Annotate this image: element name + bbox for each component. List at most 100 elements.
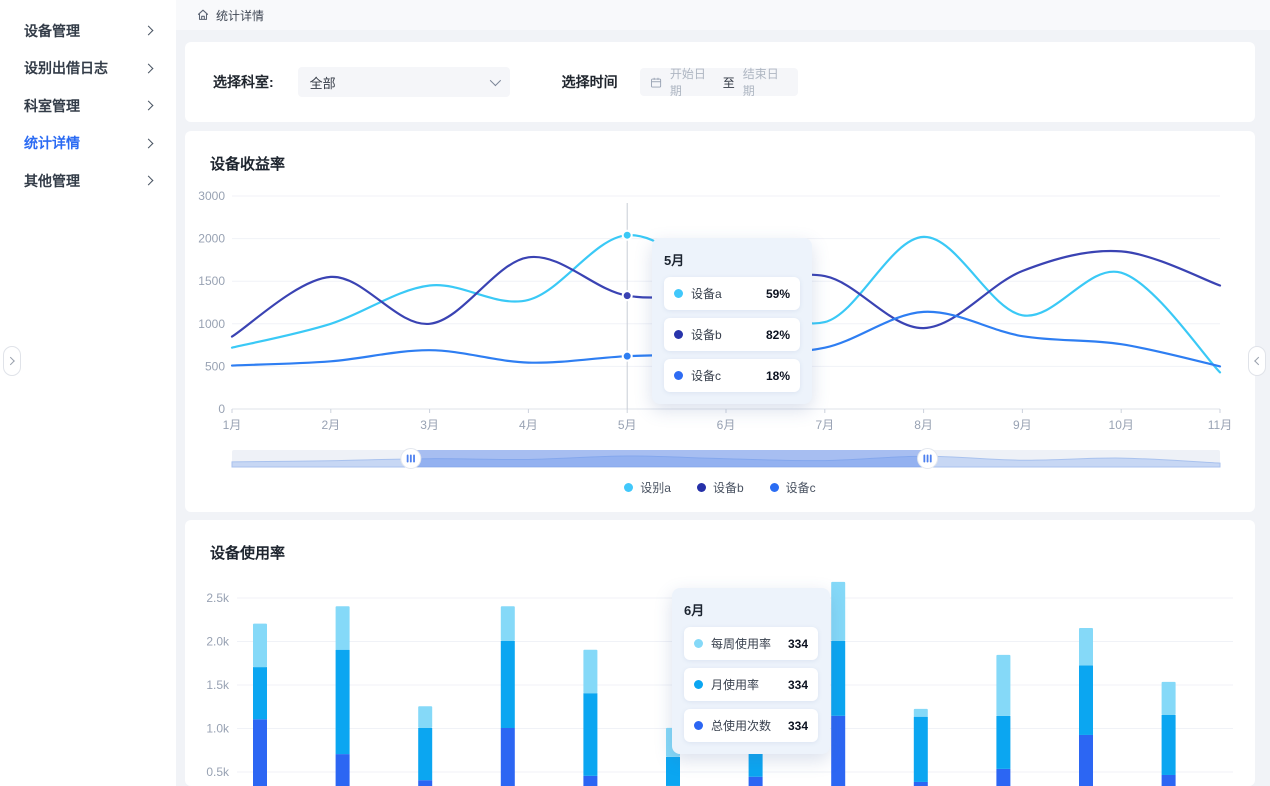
bar-segment-weekly[interactable]: [500, 606, 515, 641]
end-date-placeholder: 结束日期: [742, 67, 779, 98]
sidebar-item-label: 设备管理: [24, 22, 80, 39]
tooltip-label: 总使用次数: [711, 719, 772, 733]
series-a-dot-icon: [674, 289, 683, 298]
x-axis-label: 2月: [321, 418, 340, 432]
datazoom-selected-range[interactable]: [410, 450, 928, 467]
bar-segment-total[interactable]: [831, 715, 846, 786]
tooltip-label: 设备a: [691, 287, 722, 301]
bar-segment-total[interactable]: [253, 719, 267, 786]
bar-segment-weekly[interactable]: [335, 606, 350, 650]
x-axis-label: 6月: [717, 418, 736, 432]
line-chart[interactable]: 0 500 1000 1500 2000 3000 1月 2月 3月 4月 5月 6月 7月 8月 9月 10…: [185, 131, 1255, 512]
sidebar-item-device-management[interactable]: 设备管理: [0, 12, 176, 50]
series-c-dot-icon: [674, 371, 683, 380]
sidebar-item-label: 统计详情: [24, 135, 80, 152]
tooltip-title: 5月: [664, 253, 685, 268]
sidebar-item-department-management[interactable]: 科室管理: [0, 87, 176, 125]
department-select[interactable]: 全部: [297, 67, 510, 97]
bar-segment-monthly[interactable]: [996, 715, 1011, 769]
x-axis-label: 1月: [223, 418, 242, 432]
bar-segment-weekly[interactable]: [996, 654, 1011, 716]
tooltip-row: 设备c 18%: [664, 359, 800, 392]
y-axis-label: 3000: [198, 189, 225, 203]
y-axis-label: 1.0k: [206, 722, 230, 736]
sidebar-item-other-management[interactable]: 其他管理: [0, 162, 176, 200]
chevron-right-icon: [143, 63, 154, 74]
handle-grip-icon: [413, 454, 415, 463]
tooltip-row: 设备b 82%: [664, 318, 800, 351]
bar-segment-weekly[interactable]: [913, 708, 928, 717]
department-select-value: 全部: [309, 75, 336, 91]
bar-segment-monthly[interactable]: [335, 649, 350, 755]
legend-item-series-a[interactable]: 设别a: [624, 479, 671, 496]
x-axis-label: 5月: [618, 418, 637, 432]
chevron-right-icon: [143, 138, 154, 149]
bar-segment-monthly[interactable]: [500, 641, 515, 728]
bar-segment-monthly[interactable]: [1161, 714, 1176, 775]
date-separator: 至: [722, 75, 735, 90]
bar-segment-total[interactable]: [418, 780, 433, 786]
chevron-right-icon: [143, 25, 154, 36]
tooltip-value: 334: [787, 718, 808, 733]
bar-segment-weekly[interactable]: [1161, 681, 1176, 715]
bar-segment-total[interactable]: [1161, 774, 1176, 786]
legend-item-series-b[interactable]: 设备b: [696, 479, 744, 496]
handle-grip-icon: [406, 454, 409, 463]
bar-segment-monthly[interactable]: [583, 693, 598, 776]
breadcrumb[interactable]: 统计详情: [216, 8, 265, 23]
bar-segment-weekly[interactable]: [583, 649, 598, 694]
bar-segment-total[interactable]: [748, 776, 763, 786]
bar-segment-total[interactable]: [500, 728, 515, 786]
sidebar-item-statistics[interactable]: 统计详情: [0, 125, 176, 163]
legend-dot-icon: [696, 483, 706, 492]
time-filter-label: 选择时间: [561, 74, 618, 90]
right-drawer-toggle[interactable]: [1248, 346, 1266, 376]
bar-segment-total[interactable]: [1079, 734, 1093, 786]
breadcrumb-bar: 统计详情: [176, 0, 1270, 30]
tooltip-value: 18%: [765, 368, 790, 383]
tooltip-label: 设备c: [691, 369, 722, 383]
bar-segment-total[interactable]: [583, 775, 598, 786]
bar-segment-monthly[interactable]: [666, 756, 680, 786]
bar-segment-weekly[interactable]: [1079, 627, 1093, 666]
legend-label: 设别a: [640, 481, 671, 495]
chevron-right-icon: [143, 100, 154, 111]
calendar-icon: [650, 77, 661, 88]
legend-item-series-c[interactable]: 设备c: [769, 479, 816, 496]
bar-segment-weekly[interactable]: [253, 623, 267, 668]
monthly-usage-dot-icon: [694, 680, 703, 689]
bar-segment-total[interactable]: [996, 768, 1011, 786]
bar-segment-weekly[interactable]: [418, 706, 433, 728]
x-axis-label: 10月: [1109, 418, 1134, 432]
y-axis-label: 2000: [198, 232, 225, 246]
bar-segment-monthly[interactable]: [1079, 665, 1093, 735]
total-usage-dot-icon: [694, 721, 703, 730]
bar-segment-total[interactable]: [913, 781, 928, 786]
bar-segment-monthly[interactable]: [418, 728, 433, 781]
chevron-down-icon: [489, 74, 501, 87]
x-axis-label: 8月: [914, 418, 933, 432]
y-axis-label: 2.0k: [206, 635, 230, 649]
series-point-marker: [621, 290, 633, 302]
bar-segment-monthly[interactable]: [913, 716, 928, 782]
chart-title-usage-rate: 设备使用率: [210, 545, 286, 562]
bar-segment-monthly[interactable]: [831, 641, 846, 716]
y-axis-label: 1000: [198, 317, 225, 331]
left-drawer-toggle[interactable]: [3, 346, 21, 376]
line-chart-legend: 设别a 设备b 设备c: [185, 479, 1255, 496]
legend-label: 设备b: [712, 481, 744, 495]
date-range-picker[interactable]: 开始日期 至 结束日期: [639, 67, 798, 98]
chevron-right-icon: [6, 356, 15, 366]
x-axis-label: 9月: [1013, 418, 1032, 432]
bar-segment-monthly[interactable]: [253, 667, 267, 720]
home-icon: [197, 9, 209, 20]
sidebar-item-label: 设别出借日志: [24, 60, 108, 77]
handle-grip-icon: [409, 454, 412, 463]
bar-segment-total[interactable]: [335, 754, 350, 786]
bar-segment-weekly[interactable]: [831, 581, 846, 641]
y-axis-label: 0.5k: [206, 765, 230, 779]
revenue-rate-chart-card: 设备收益率 0 500 1000 1500 2000 3000 1月 2月 3月 4月 5月 6月 7月…: [185, 131, 1255, 512]
bar-chart[interactable]: 2.5k 2.0k 1.5k 1.0k 0.5k: [185, 520, 1255, 786]
sidebar-item-lending-log[interactable]: 设别出借日志: [0, 50, 176, 88]
y-axis-label: 1.5k: [206, 678, 230, 692]
